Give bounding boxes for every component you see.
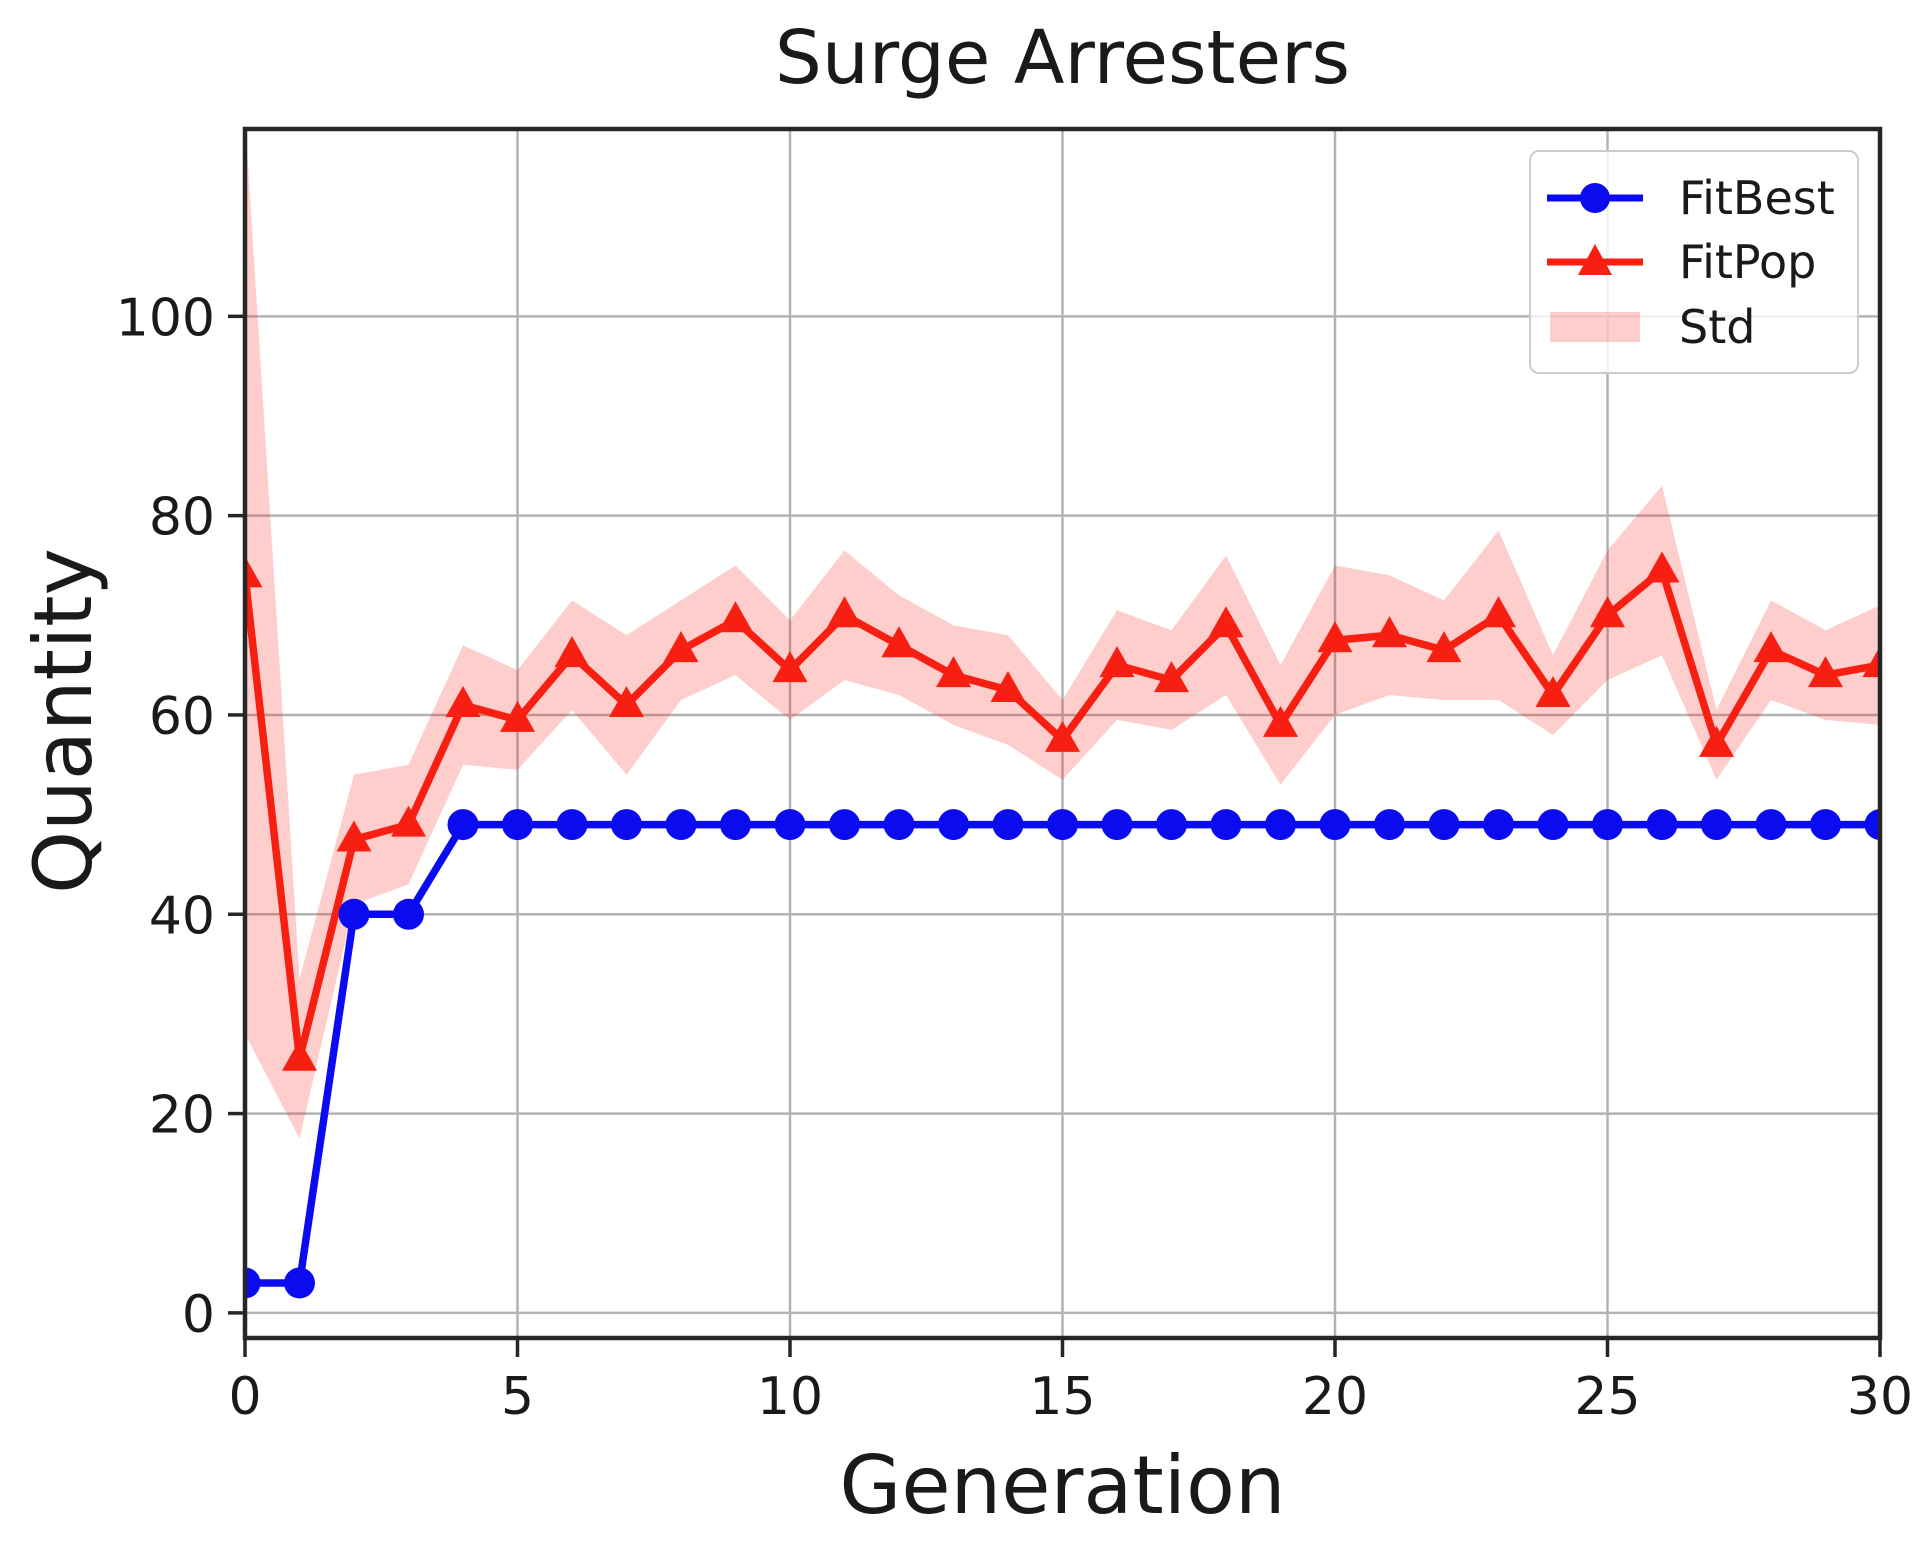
- fitbest-series: [245, 809, 1880, 1299]
- legend-entry-std: Std: [1545, 304, 1857, 350]
- fitbest-marker: [992, 809, 1024, 841]
- fitpop-marker: [500, 700, 535, 732]
- fitbest-marker: [556, 809, 588, 841]
- fitbest-marker: [1374, 809, 1405, 841]
- x-tick-label: 20: [1302, 1367, 1368, 1427]
- y-tick-label: 60: [149, 687, 215, 747]
- fitbest-marker: [502, 809, 533, 841]
- x-axis-label: Generation: [839, 1439, 1286, 1532]
- fitpop-marker: [1808, 656, 1843, 688]
- fitpop-marker: [990, 671, 1026, 703]
- x-tick-label: 30: [1847, 1367, 1913, 1427]
- fitbest-marker: [720, 809, 751, 841]
- fitbest-marker: [447, 809, 479, 841]
- x-tick-label: 10: [757, 1367, 823, 1427]
- fitbest-marker: [1755, 809, 1787, 841]
- y-tick-label: 100: [116, 288, 215, 348]
- y-tick-label: 80: [149, 488, 215, 548]
- legend-label-std: Std: [1679, 299, 1756, 354]
- fitpop-marker: [772, 651, 808, 683]
- fitbest-marker: [245, 1267, 261, 1299]
- fitbest-marker: [1864, 809, 1880, 841]
- y-tick-label: 0: [182, 1285, 215, 1345]
- legend-entry-fitpop: FitPop: [1545, 239, 1857, 285]
- fitpop-marker: [1535, 676, 1571, 708]
- fitpop-marker: [1045, 720, 1080, 752]
- chart-title: Surge Arresters: [774, 15, 1351, 101]
- fitbest-marker: [1428, 809, 1460, 841]
- fitpop-marker: [827, 596, 862, 628]
- y-tick-label: 40: [149, 886, 215, 946]
- x-tick-label: 5: [501, 1367, 534, 1427]
- x-tick-label: 0: [228, 1367, 261, 1427]
- fitpop-marker: [554, 636, 590, 668]
- legend-label-fitpop: FitPop: [1679, 235, 1817, 289]
- fitbest-marker: [393, 898, 424, 930]
- x-tick-label: 25: [1574, 1367, 1640, 1427]
- fitbest-marker: [1101, 809, 1133, 841]
- fitbest-marker: [665, 809, 697, 841]
- fitbest-marker: [883, 809, 915, 841]
- std-band-swatch-icon: [1550, 311, 1640, 342]
- fitbest-marker: [1592, 809, 1623, 841]
- fitpop-marker: [391, 805, 426, 837]
- fitpop-line-triangle-icon: [1547, 244, 1643, 275]
- fitbest-marker: [1701, 809, 1732, 841]
- fitpop-marker: [282, 1039, 317, 1071]
- fitpop-marker: [1426, 631, 1462, 663]
- fitbest-marker: [1047, 809, 1078, 841]
- legend: FitBest FitPop Std: [1529, 150, 1859, 374]
- fitpop-marker: [445, 685, 481, 717]
- fitbest-marker: [1537, 809, 1569, 841]
- fitbest-marker: [611, 809, 642, 841]
- fitpop-marker: [1481, 596, 1516, 628]
- fitpop-marker: [1099, 646, 1135, 678]
- fitpop-marker: [881, 626, 917, 658]
- fitbest-marker: [1646, 809, 1678, 841]
- fitpop-marker: [1862, 646, 1880, 678]
- fitpop-marker: [1208, 606, 1244, 638]
- fitbest-marker: [338, 898, 370, 930]
- legend-label-fitbest: FitBest: [1679, 170, 1835, 225]
- plot-border: [242, 126, 1883, 1341]
- fitpop-series: [245, 551, 1880, 1071]
- fitpop-marker: [1590, 596, 1625, 628]
- fitpop-marker: [1154, 661, 1189, 693]
- fitpop-marker: [1317, 621, 1353, 653]
- fitpop-marker: [245, 556, 263, 588]
- fitbest-marker: [1210, 809, 1242, 841]
- fitpop-marker: [1263, 705, 1298, 737]
- fitpop-marker: [336, 820, 372, 852]
- fitpop-marker: [1644, 551, 1680, 583]
- legend-entry-fitbest: FitBest: [1545, 175, 1857, 221]
- fitpop-marker: [936, 656, 971, 688]
- fitbest-marker: [829, 809, 860, 841]
- fitbest-marker: [1483, 809, 1514, 841]
- fitbest-marker: [774, 809, 806, 841]
- fitbest-marker: [284, 1267, 315, 1299]
- fitbest-marker: [1319, 809, 1351, 841]
- fitpop-marker: [1753, 631, 1789, 663]
- tick-labels: 0 5 10 15 20 25 30 0 20 40 60 80 100: [116, 288, 1913, 1427]
- fitpop-marker: [1699, 725, 1734, 757]
- fitbest-marker: [1810, 809, 1841, 841]
- y-tick-label: 20: [149, 1086, 215, 1146]
- fitbest-marker: [1156, 809, 1187, 841]
- tick-marks: [228, 314, 1882, 1357]
- fitpop-marker: [663, 631, 699, 663]
- gridlines: [243, 129, 1882, 1338]
- fitbest-line-circle-icon: [1547, 182, 1643, 213]
- fitbest-marker: [1265, 809, 1296, 841]
- x-tick-label: 15: [1029, 1367, 1095, 1427]
- fitbest-marker: [938, 809, 969, 841]
- fitpop-marker: [718, 601, 753, 633]
- std-band: [245, 129, 1880, 1139]
- fitpop-marker: [1372, 616, 1407, 648]
- fitpop-marker: [609, 685, 644, 717]
